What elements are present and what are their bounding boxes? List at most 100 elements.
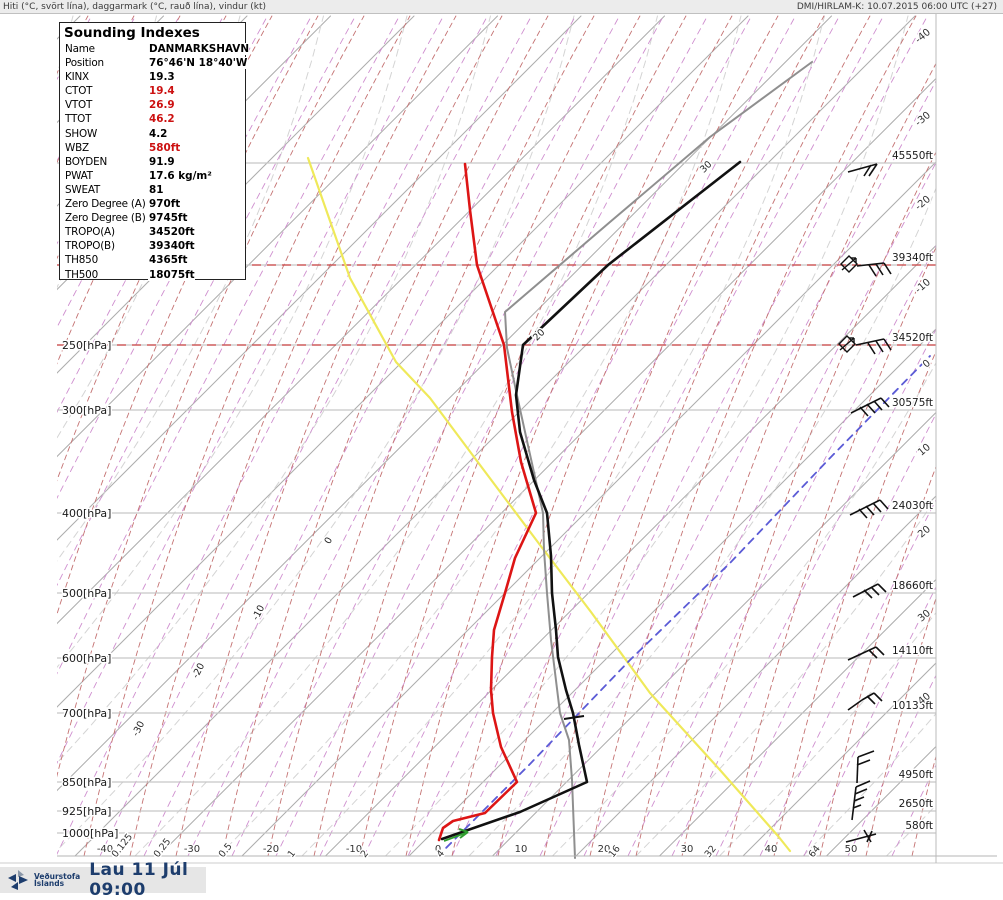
wind-barb-icon: [847, 692, 883, 711]
wind-barbs: [838, 163, 892, 843]
svg-text:250[hPa]: 250[hPa]: [62, 339, 111, 352]
svg-text:-30: -30: [130, 719, 147, 738]
wind-barb-icon: [855, 338, 892, 355]
svg-text:1000[hPa]: 1000[hPa]: [62, 827, 118, 840]
svg-text:24030ft: 24030ft: [892, 500, 933, 512]
index-label: Position: [65, 57, 104, 70]
index-label: SHOW: [65, 127, 98, 140]
index-value: 46.2: [148, 113, 175, 126]
index-value: DANMARKSHAVN: [148, 43, 250, 55]
svg-text:-40: -40: [97, 844, 113, 855]
index-value: 970ft: [148, 198, 181, 211]
index-value: 580ft: [148, 141, 181, 154]
sounding-indexes-title: Sounding Indexes: [64, 25, 200, 41]
index-label: Name: [65, 43, 95, 55]
index-row: TH850 4365ft: [64, 254, 245, 268]
profile-curves: [437, 61, 813, 859]
org-name-line2: Íslands: [34, 879, 65, 888]
index-value: 76°46'N 18°40'W: [148, 57, 248, 70]
svg-text:850[hPa]: 850[hPa]: [62, 776, 111, 789]
index-label: PWAT: [65, 169, 93, 182]
svg-text:4950ft: 4950ft: [899, 769, 933, 781]
svg-text:0: 0: [323, 536, 336, 547]
footer-bar: Veðurstofa Íslands Lau 11 Júl 09:00: [0, 860, 206, 900]
svg-text:2650ft: 2650ft: [899, 798, 933, 810]
vedurstofa-logo-icon: [8, 870, 28, 890]
wind-barb-icon: [850, 397, 890, 417]
svg-text:500[hPa]: 500[hPa]: [62, 587, 111, 600]
index-row: SWEAT 81: [64, 183, 245, 198]
index-value: 19.3: [148, 71, 175, 84]
index-value: 39340ft: [148, 240, 195, 253]
svg-text:30575ft: 30575ft: [892, 397, 933, 409]
index-row: CTOT 19.4: [64, 85, 245, 99]
svg-text:50: 50: [845, 844, 858, 855]
sounding-indexes-panel: Sounding Indexes Name DANMARKSHAVN Positio…: [59, 22, 250, 283]
axis-labels: 45550ft39340ft250[hPa]34520ft300[hPa]305…: [61, 25, 935, 861]
index-row: BOYDEN 91.9: [64, 155, 245, 170]
svg-text:20: 20: [916, 524, 933, 541]
svg-text:-20: -20: [190, 661, 207, 680]
index-label: BOYDEN: [65, 155, 108, 168]
sounding-indexes-rows: Name DANMARKSHAVN Position 76°46'N 18°40'W K…: [64, 43, 250, 283]
index-row: VTOT 26.9: [64, 99, 245, 113]
wind-barb-icon: [856, 262, 892, 277]
index-label: TROPO(A): [65, 226, 115, 239]
svg-text:-20: -20: [913, 194, 933, 213]
wind-barb-icon: [847, 646, 885, 661]
index-value: 26.9: [148, 99, 175, 112]
isotherm-family: [57, 15, 936, 856]
index-value: 81: [148, 183, 164, 196]
svg-text:40: 40: [765, 844, 778, 855]
index-value: 4.2: [148, 127, 168, 140]
svg-text:30: 30: [698, 159, 714, 175]
svg-text:1: 1: [286, 848, 298, 860]
svg-text:39340ft: 39340ft: [892, 252, 933, 264]
svg-text:580ft: 580ft: [905, 820, 933, 832]
svg-text:45550ft: 45550ft: [892, 150, 933, 162]
svg-text:32: 32: [703, 844, 719, 860]
index-value: 91.9: [148, 155, 175, 168]
org-name: Veðurstofa Íslands: [34, 872, 80, 888]
index-row: Position 76°46'N 18°40'W: [64, 57, 248, 71]
index-row: Name DANMARKSHAVN: [64, 43, 250, 57]
svg-text:925[hPa]: 925[hPa]: [62, 805, 111, 818]
svg-text:-10: -10: [913, 277, 933, 296]
index-label: SWEAT: [65, 183, 101, 196]
index-label: Zero Degree (B): [65, 212, 146, 225]
index-value: 19.4: [148, 85, 175, 98]
index-row: Zero Degree (A) 970ft: [64, 198, 245, 212]
wind-barb-icon: [847, 163, 878, 177]
svg-text:30: 30: [916, 608, 933, 625]
index-label: WBZ: [65, 141, 89, 154]
svg-text:-20: -20: [263, 844, 279, 855]
svg-text:0.5: 0.5: [217, 841, 235, 860]
tropopause-marker-icon: [838, 335, 856, 353]
wind-barb-icon: [849, 499, 889, 519]
index-value: 4365ft: [148, 254, 188, 267]
index-row: KINX 19.3: [64, 71, 245, 85]
index-row: WBZ 580ft: [64, 141, 245, 156]
index-value: 17.6 kg/m²: [148, 169, 212, 182]
index-value: 9745ft: [148, 212, 188, 225]
svg-text:600[hPa]: 600[hPa]: [62, 652, 111, 665]
svg-text:-10: -10: [346, 844, 362, 855]
svg-text:10: 10: [515, 844, 528, 855]
index-row: Zero Degree (B) 9745ft: [64, 212, 245, 226]
index-label: CTOT: [65, 85, 93, 98]
index-label: TH500: [65, 268, 98, 281]
svg-text:-30: -30: [184, 844, 200, 855]
svg-text:700[hPa]: 700[hPa]: [62, 707, 111, 720]
top-info-bar: Hiti (°C, svört lína), daggarmark (°C, r…: [0, 0, 1003, 14]
svg-text:18660ft: 18660ft: [892, 580, 933, 592]
svg-text:0: 0: [435, 844, 441, 855]
svg-text:300[hPa]: 300[hPa]: [62, 404, 111, 417]
svg-text:30: 30: [681, 844, 694, 855]
svg-text:20: 20: [598, 844, 611, 855]
index-label: KINX: [65, 71, 89, 84]
svg-text:-40: -40: [913, 27, 933, 46]
index-label: TROPO(B): [65, 240, 115, 253]
index-label: VTOT: [65, 99, 93, 112]
